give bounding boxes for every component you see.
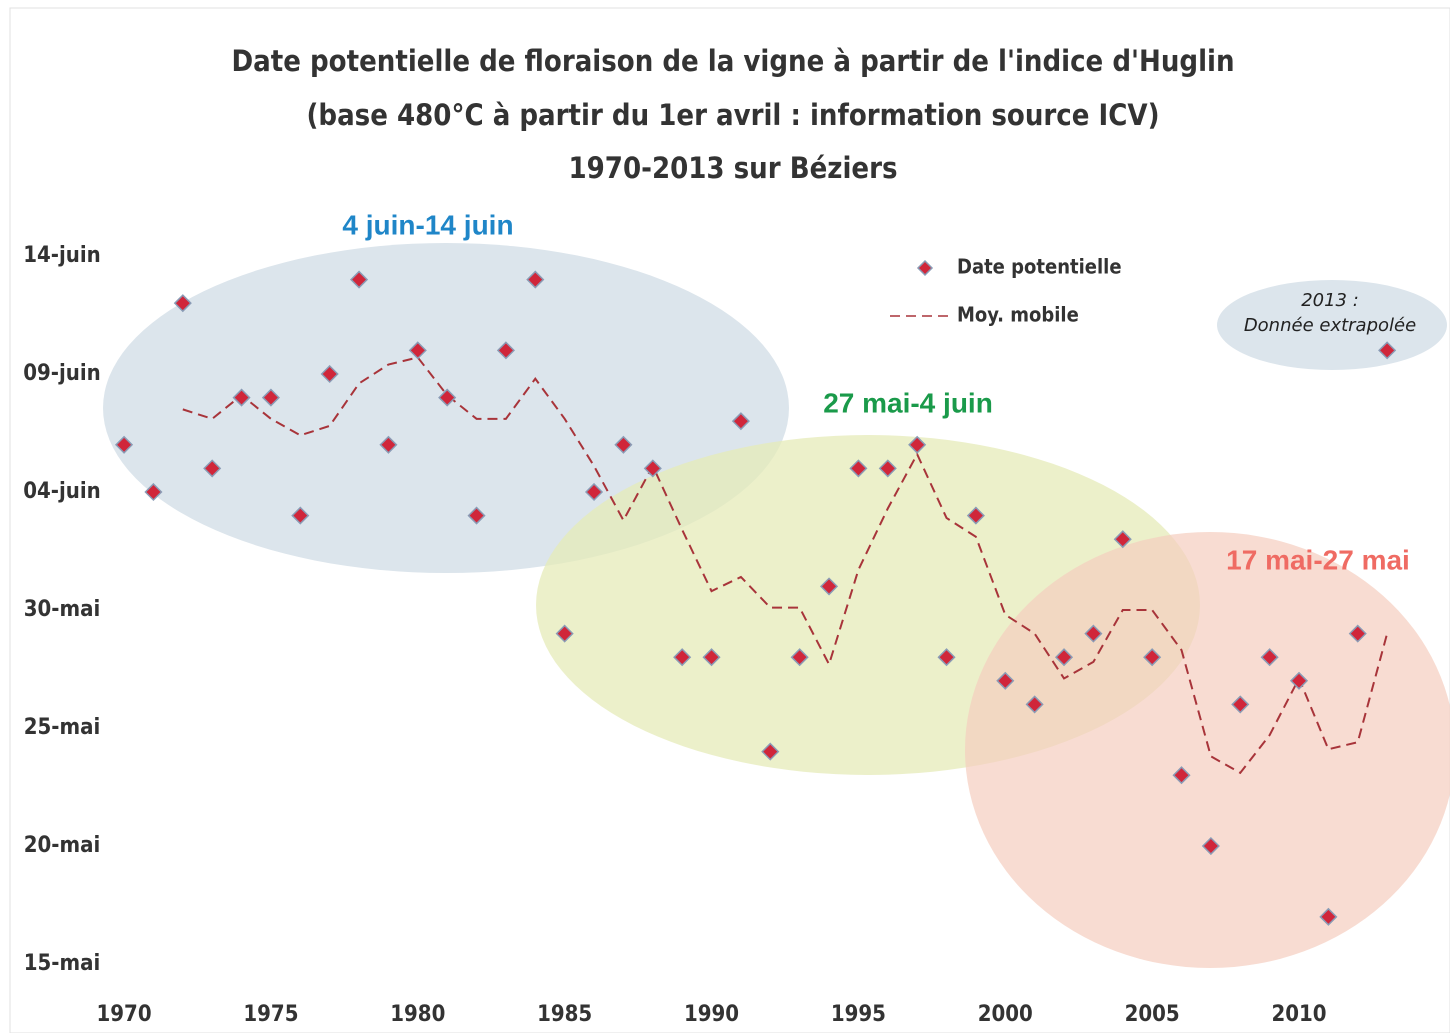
data-point (1319, 907, 1338, 926)
data-point (1378, 341, 1397, 360)
period-ellipse (965, 532, 1450, 968)
y-tick-label: 04-juin (23, 479, 101, 504)
data-point (908, 435, 927, 454)
data-point (114, 435, 134, 454)
x-tick-label: 1990 (684, 1002, 739, 1027)
chart-title: Date potentielle de floraison de la vign… (231, 44, 1234, 78)
y-tick-label: 15-mai (24, 951, 101, 976)
data-point (555, 624, 574, 643)
legend-label: Moy. mobile (957, 303, 1079, 327)
data-point (261, 388, 280, 407)
data-point (731, 412, 750, 431)
data-point (761, 742, 780, 761)
data-point (526, 270, 545, 289)
annotation: 4 juin-14 juin (342, 209, 513, 240)
y-tick-label: 14-juin (23, 243, 101, 268)
x-tick-label: 1975 (243, 1002, 298, 1027)
data-point (819, 577, 839, 596)
data-point (173, 294, 192, 313)
y-tick-label: 09-juin (23, 361, 101, 386)
x-tick-label: 1970 (97, 1002, 152, 1027)
data-point (349, 270, 369, 289)
data-point (144, 482, 163, 502)
chart-title: (base 480°C à partir du 1er avril : info… (306, 98, 1159, 132)
data-point (702, 648, 721, 667)
data-point (496, 341, 515, 360)
data-point (1260, 648, 1279, 667)
data-point (379, 435, 398, 454)
data-point (849, 459, 868, 478)
data-point (1113, 530, 1132, 549)
y-tick-label: 30-mai (24, 597, 101, 622)
data-point (1084, 624, 1103, 643)
y-tick-label: 25-mai (24, 715, 101, 740)
legend-label: Date potentielle (957, 255, 1122, 279)
moving-average-line (182, 356, 1389, 775)
data-point (320, 364, 339, 384)
data-point (232, 388, 251, 407)
data-point (203, 459, 222, 478)
data-point (438, 388, 457, 407)
data-point (1231, 695, 1250, 714)
data-point (1289, 671, 1309, 690)
data-point (966, 506, 985, 525)
x-tick-label: 1980 (390, 1002, 445, 1027)
x-tick-label: 2005 (1125, 1002, 1180, 1027)
x-tick-label: 1985 (537, 1002, 592, 1027)
x-tick-label: 2010 (1271, 1002, 1326, 1027)
annotation: Donnée extrapolée (1244, 315, 1416, 336)
data-point (1172, 766, 1191, 785)
data-point (673, 648, 692, 667)
data-point (1054, 648, 1074, 667)
y-tick-label: 20-mai (24, 833, 101, 858)
data-point (996, 671, 1015, 690)
annotation: 27 mai-4 juin (823, 387, 993, 418)
annotation: 2013 : (1301, 290, 1359, 311)
data-point (291, 506, 310, 525)
data-point (584, 482, 604, 502)
data-point (643, 459, 662, 478)
data-point (878, 459, 897, 478)
data-point (467, 506, 486, 525)
data-point (1348, 624, 1367, 643)
data-point (408, 341, 427, 360)
legend-marker (916, 259, 934, 277)
period-ellipse (103, 243, 789, 573)
x-tick-label: 1995 (831, 1002, 886, 1027)
data-point (1201, 836, 1220, 856)
data-point (790, 648, 809, 667)
chart-title: 1970-2013 sur Béziers (569, 151, 898, 185)
x-tick-label: 2000 (978, 1002, 1033, 1027)
data-point (937, 648, 956, 667)
annotation: 17 mai-27 mai (1226, 544, 1410, 575)
data-point (614, 435, 633, 454)
data-point (1143, 648, 1162, 667)
data-point (1025, 695, 1044, 714)
